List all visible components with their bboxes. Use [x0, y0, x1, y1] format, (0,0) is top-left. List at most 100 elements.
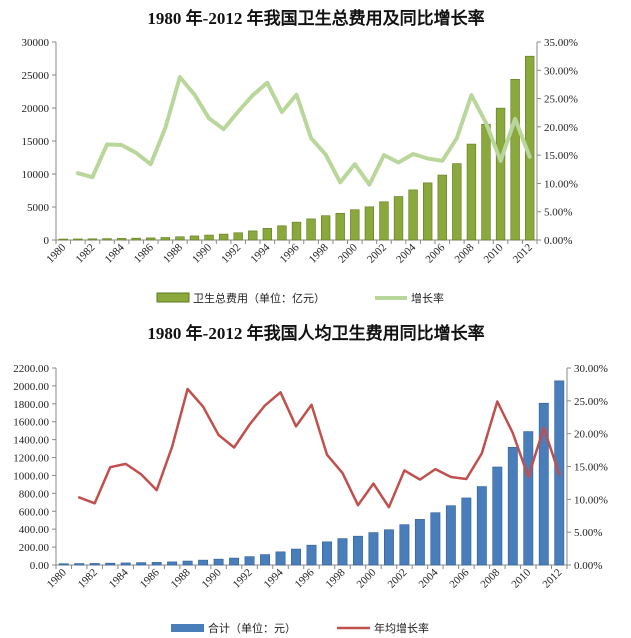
x-tick-label: 2010: [509, 566, 533, 590]
bar-2010: [523, 431, 534, 566]
left-tick-label: 800.00: [19, 488, 50, 500]
bar-1981: [73, 238, 83, 241]
bar-2007: [476, 486, 487, 566]
right-tick-label: 10.00%: [544, 178, 578, 190]
bar-1984: [120, 562, 131, 566]
left-tick-label: 0: [44, 235, 50, 247]
right-tick-label: 15.00%: [574, 462, 608, 474]
x-tick-label: 1990: [200, 566, 224, 590]
legend-label-line: 增长率: [411, 291, 444, 305]
bar-2005: [445, 505, 456, 566]
left-tick-label: 5000: [27, 202, 50, 214]
bar-1997: [306, 218, 316, 241]
bar-2006: [437, 174, 447, 241]
x-tick-label: 1984: [103, 241, 127, 265]
x-tick-label: 1988: [161, 241, 185, 265]
bar-2001: [364, 206, 375, 241]
x-tick-label: 1986: [138, 566, 162, 590]
bar-1986: [151, 562, 162, 566]
bar-1998: [320, 215, 331, 241]
bar-1996: [291, 221, 302, 241]
left-tick-label: 2000.00: [13, 381, 49, 393]
x-tick-label: 1982: [76, 567, 100, 591]
legend-label-bars: 卫生总费用（单位：亿元）: [193, 291, 325, 305]
right-tick-label: 35.00%: [544, 37, 578, 49]
left-tick-label: 30000: [22, 37, 50, 49]
legend-swatch-bars: [171, 624, 204, 632]
left-tick-label: 1800.00: [13, 399, 49, 411]
x-tick-label: 2012: [511, 242, 535, 266]
bar-1992: [244, 556, 255, 566]
right-tick-label: 30.00%: [574, 363, 608, 375]
bar-1983: [105, 562, 116, 566]
x-tick-label: 2006: [447, 566, 471, 590]
legend-label-line: 年均增长率: [374, 621, 429, 635]
x-tick-label: 2002: [365, 242, 389, 266]
bar-1981: [74, 563, 85, 566]
left-tick-label: 1600.00: [13, 417, 49, 429]
left-tick-label: 1400.00: [13, 435, 49, 447]
bar-2007: [452, 163, 462, 241]
x-tick-label: 2000: [336, 241, 360, 265]
plot-area: 0 5000 10000 15000 20000 25000 30000 0.00% 5.00%…: [22, 37, 578, 266]
per-capita-expenditure-chart: 1980 年-2012 年我国人均卫生费用同比增长率 0.00 200.00 400…: [13, 323, 608, 635]
x-tick-label: 1982: [74, 242, 98, 266]
x-tick-label: 2000: [355, 566, 379, 590]
x-tick-label: 1996: [278, 241, 302, 265]
right-tick-label: 25.00%: [574, 396, 608, 408]
bar-1980: [58, 563, 69, 566]
bar-1999: [353, 535, 363, 566]
bar-1997: [322, 541, 332, 566]
bar-2002: [399, 524, 410, 566]
bar-1982: [89, 563, 100, 566]
chart-title: 1980 年-2012 年我国卫生总费用及同比增长率: [147, 8, 484, 28]
health-expenditure-chart: 1980 年-2012 年我国卫生总费用及同比增长率 0 5000 10000 150…: [22, 8, 578, 305]
bar-1988: [182, 560, 193, 566]
growth-rate-line: [77, 387, 561, 509]
x-tick-label: 2006: [423, 241, 447, 265]
left-tick-label: 20000: [22, 103, 50, 115]
bar-1987: [160, 237, 170, 241]
right-tick-label: 20.00%: [544, 122, 578, 134]
bar-1998: [337, 538, 348, 566]
bar-2011: [510, 79, 520, 241]
x-tick-label: 2004: [394, 241, 418, 265]
right-tick-label: 15.00%: [544, 150, 578, 162]
right-tick-label: 10.00%: [574, 494, 608, 506]
bar-1999: [335, 212, 345, 241]
right-tick-label: 0.00%: [544, 235, 572, 247]
x-tick-label: 1986: [132, 241, 156, 265]
bar-1993: [260, 554, 270, 566]
bar-2005: [423, 182, 433, 241]
left-tick-label: 1000.00: [13, 470, 49, 482]
x-tick-label: 2002: [385, 567, 409, 591]
x-tick-label: 1996: [293, 566, 317, 590]
right-tick-label: 5.00%: [544, 207, 572, 219]
x-tick-label: 1998: [324, 566, 348, 590]
x-tick-label: 1998: [307, 241, 331, 265]
legend-swatch-bars: [156, 292, 190, 303]
bar-2008: [466, 143, 477, 241]
bar-2008: [492, 466, 503, 566]
bar-1983: [102, 238, 112, 241]
legend: 卫生总费用（单位：亿元） 增长率: [156, 291, 444, 305]
bar-1989: [189, 235, 200, 241]
bar-2000: [368, 532, 379, 566]
bar-1990: [204, 234, 214, 241]
bar-1995: [277, 225, 287, 241]
plot-area: 0.00 200.00 400.00 600.00 800.00 1000.00 1200.…: [13, 363, 608, 591]
x-tick-label: 2008: [452, 241, 476, 265]
right-tick-label: 30.00%: [544, 65, 578, 77]
bar-1995: [291, 548, 301, 566]
left-tick-label: 1200.00: [13, 453, 49, 465]
bar-1990: [213, 558, 224, 566]
bar-1991: [218, 233, 229, 241]
bar-1988: [175, 236, 185, 241]
bar-1994: [275, 551, 286, 566]
left-tick-label: 10000: [22, 169, 50, 181]
bar-1985: [131, 237, 141, 241]
right-tick-label: 20.00%: [574, 429, 608, 441]
bar-1994: [262, 228, 273, 241]
bar-1991: [229, 557, 240, 566]
bar-1984: [116, 238, 127, 241]
